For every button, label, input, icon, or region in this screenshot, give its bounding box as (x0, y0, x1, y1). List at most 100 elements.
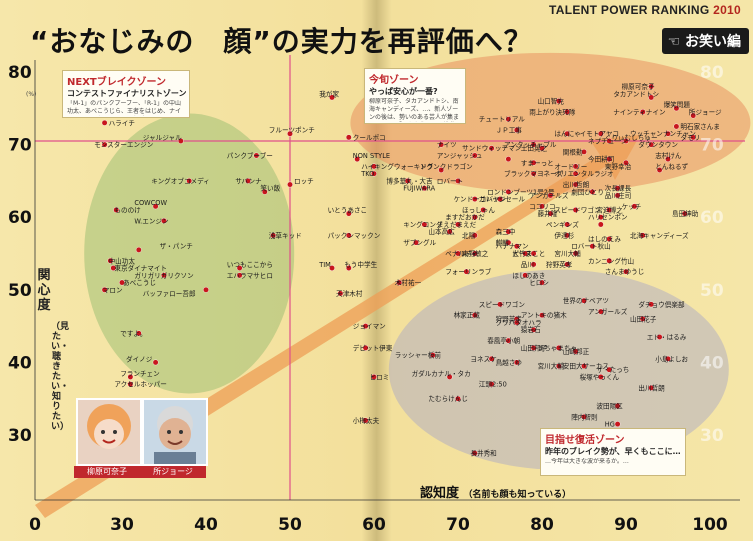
y-tick-label-right: 60 (700, 208, 724, 228)
point-label: 森三中 (496, 227, 516, 236)
data-point (161, 272, 167, 279)
data-point (690, 134, 697, 141)
point-label: ケッチ (622, 203, 642, 211)
data-point (564, 221, 571, 228)
point-label: まえだまえだ (437, 221, 477, 229)
data-point (471, 214, 478, 221)
data-point (471, 196, 478, 202)
x-tick-label: 70 (446, 515, 470, 535)
point-label: 宮迫博之 (596, 205, 623, 214)
data-point (371, 163, 377, 170)
point-label: 波田陽区 (596, 401, 623, 410)
data-point (413, 239, 419, 246)
x-tick-label: 30 (110, 515, 134, 535)
point-label: イモトアヤコ (580, 130, 620, 138)
data-point (555, 344, 562, 351)
x-tick-label: 60 (362, 515, 386, 535)
data-point (589, 188, 596, 195)
data-point (513, 359, 520, 366)
data-point (606, 207, 613, 213)
point-label: ほしのあき (512, 272, 545, 280)
y-tick-label-right: 40 (700, 353, 724, 373)
point-label: ネプチューン (588, 137, 628, 145)
x-tick-label: 90 (614, 515, 638, 535)
data-point (471, 232, 478, 239)
point-label: 笑い飯 (260, 184, 280, 193)
point-label: 山田邦子 (521, 343, 548, 352)
point-label: 小島よしお (655, 354, 688, 363)
data-point (203, 286, 209, 293)
point-label: ダイノジ (126, 354, 153, 363)
point-label: 出川哲朗 (638, 383, 665, 392)
data-point (665, 130, 671, 137)
y-axis-note: （見たい・聴きたい・知りたい） (51, 322, 70, 432)
x-tick-label: 100 (692, 515, 728, 535)
data-point (329, 94, 335, 101)
portrait-left-image (87, 404, 131, 449)
comeback-zone-subtitle: 昨年のブレイク勢が、早くもここに… (545, 447, 681, 456)
data-point (471, 312, 478, 319)
point-label: ハイキングウォーキング (361, 162, 433, 171)
y-tick-label-right: 50 (700, 281, 724, 301)
point-label: W.エンジン (134, 217, 169, 225)
data-point (648, 384, 655, 391)
point-label: くりぃむしちゅー (605, 134, 658, 142)
data-point (113, 207, 120, 213)
next-zone-box: NEXTブレイクゾーン コンテストファイナリストゾーン 「M-1」のパンクブーブ… (62, 70, 190, 118)
data-point (455, 177, 461, 184)
data-point (270, 232, 277, 239)
portrait-left-caption: 柳原可奈子 (74, 466, 140, 478)
data-point (110, 265, 117, 271)
next-zone-ellipse (84, 113, 295, 394)
data-point (589, 243, 596, 250)
point-label: ロンドンブーツ1号2号 (487, 187, 555, 196)
point-label: ロバート秋山 (571, 242, 611, 251)
point-label: ナイツ (437, 141, 457, 149)
data-point (606, 257, 613, 264)
point-label: アンタッチャブル (504, 140, 557, 149)
data-point (429, 352, 436, 359)
data-point (522, 272, 529, 279)
data-point (513, 127, 520, 133)
point-label: アクセルホッパー (114, 381, 166, 389)
data-point (345, 232, 352, 239)
data-point (623, 159, 629, 166)
data-point (488, 381, 495, 388)
data-point (648, 94, 655, 101)
point-label: 山口智充 (538, 97, 565, 106)
page-title: “おなじみの 顔”の実力を再評価へ？ (30, 25, 533, 58)
y-tick-label-right: 80 (700, 63, 724, 83)
point-label: ココリコ (529, 203, 555, 211)
point-label: 博多華丸・大吉 (386, 176, 433, 185)
point-label: 鳥越さゆ (496, 358, 522, 367)
data-point (606, 236, 613, 242)
point-label: HG (605, 421, 615, 429)
point-label: 桜塚やっくん (580, 372, 620, 381)
x-axis-title: 認知度 （名前も顔も知っている） (420, 482, 571, 501)
data-point (513, 243, 520, 250)
data-point (530, 250, 537, 257)
data-point (572, 163, 579, 170)
point-label: タカアンドトシ (613, 89, 659, 98)
point-label: ハライチ (109, 119, 136, 127)
data-point (539, 312, 545, 319)
point-label: 木村祐一 (395, 278, 422, 287)
y-tick-label: 60 (8, 208, 32, 228)
data-point (345, 134, 352, 141)
point-label: 藤井隆 (538, 209, 558, 218)
point-label: ガレッジセール (479, 195, 526, 204)
data-point (480, 207, 487, 213)
point-label: ガリガリガリクソン (134, 271, 194, 280)
point-label: アンガールズ (529, 191, 569, 200)
data-point (547, 192, 554, 199)
data-point (421, 185, 428, 192)
point-label: ドランクドラゴン (420, 162, 473, 171)
point-label: サンドウィッチマン (462, 145, 522, 153)
point-label: TIM (318, 261, 331, 269)
data-point (614, 421, 621, 428)
data-point (505, 239, 512, 246)
data-point (564, 232, 571, 239)
data-point (362, 417, 369, 424)
point-label: ザ・パンチ (160, 243, 194, 251)
